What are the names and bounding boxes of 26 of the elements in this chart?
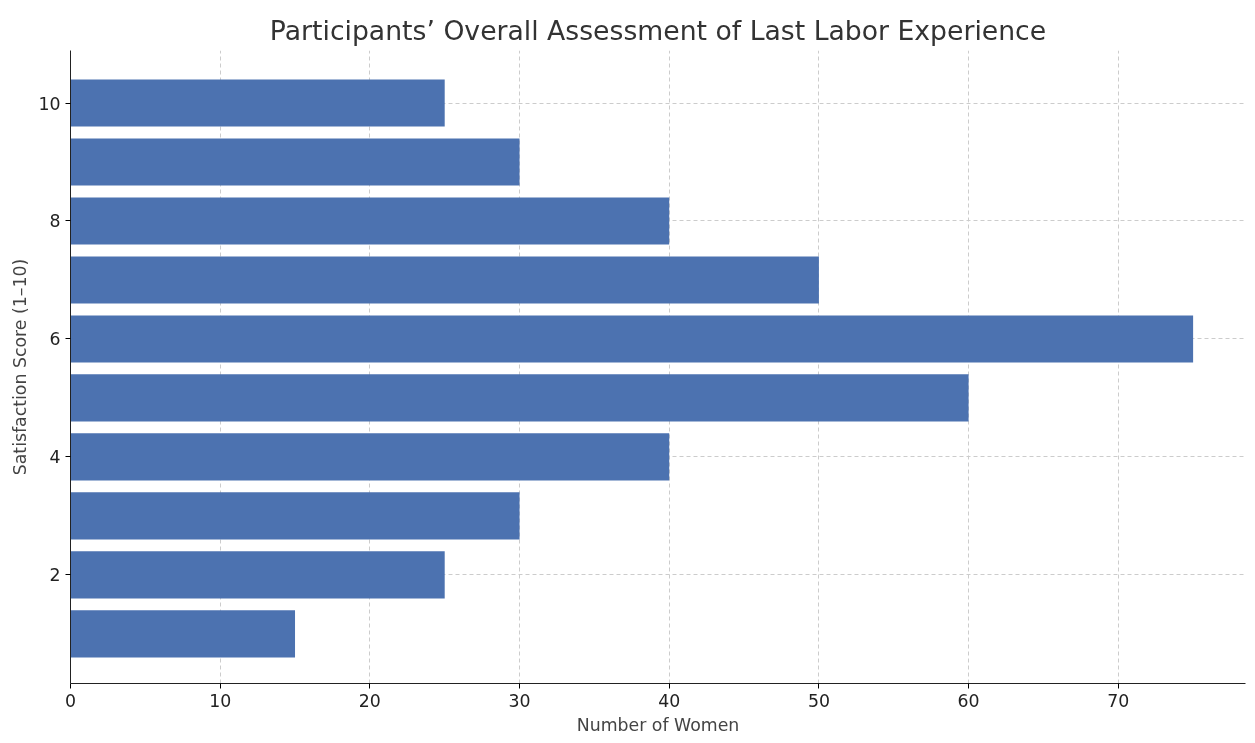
bar [70,138,520,186]
x-tick-label: 50 [807,690,830,711]
bar [70,433,670,481]
bar [70,256,819,304]
x-tick-label: 60 [957,690,980,711]
y-tick-label: 10 [38,93,61,114]
x-tick-label: 40 [658,690,681,711]
bar [70,79,445,127]
chart-title: Participants’ Overall Assessment of Last Labor Experience [269,14,1047,46]
y-tick-label: 8 [49,211,61,232]
x-axis-title: Number of Women [576,714,740,735]
x-tick-label: 0 [64,690,77,711]
bar [70,551,445,599]
x-tick-label: 20 [358,690,381,711]
x-tick-label: 10 [209,690,232,711]
x-tick-label: 30 [508,690,531,711]
y-tick-label: 2 [49,565,61,586]
x-tick-label: 70 [1107,690,1130,711]
y-axis-title: Satisfaction Score (1–10) [10,258,31,476]
bar [70,610,296,658]
bar [70,197,670,245]
bar [70,492,520,540]
bar [70,374,969,422]
y-tick-label: 4 [49,447,61,468]
y-tick-label: 6 [49,329,61,350]
bar [70,315,1194,363]
